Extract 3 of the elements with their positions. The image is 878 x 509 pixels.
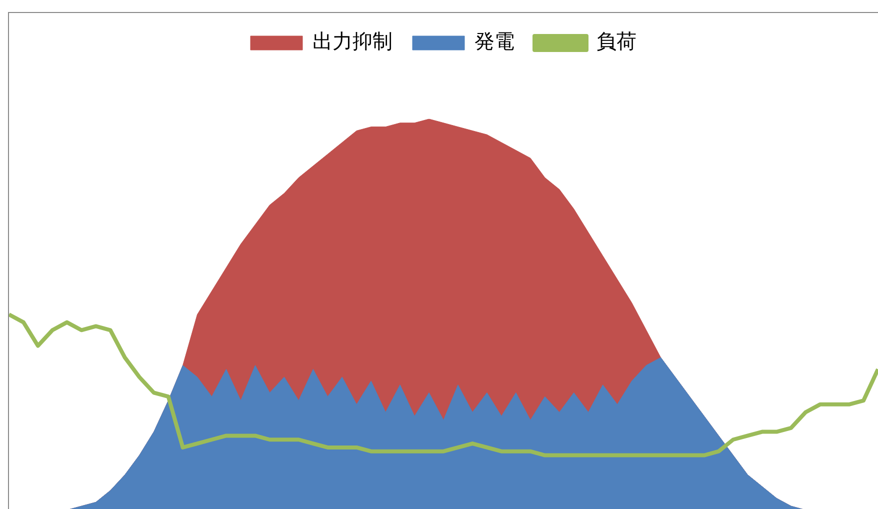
legend-label: 負荷 [596,29,636,54]
legend-label: 発電 [474,29,514,54]
legend-label: 出力抑制 [312,29,392,54]
